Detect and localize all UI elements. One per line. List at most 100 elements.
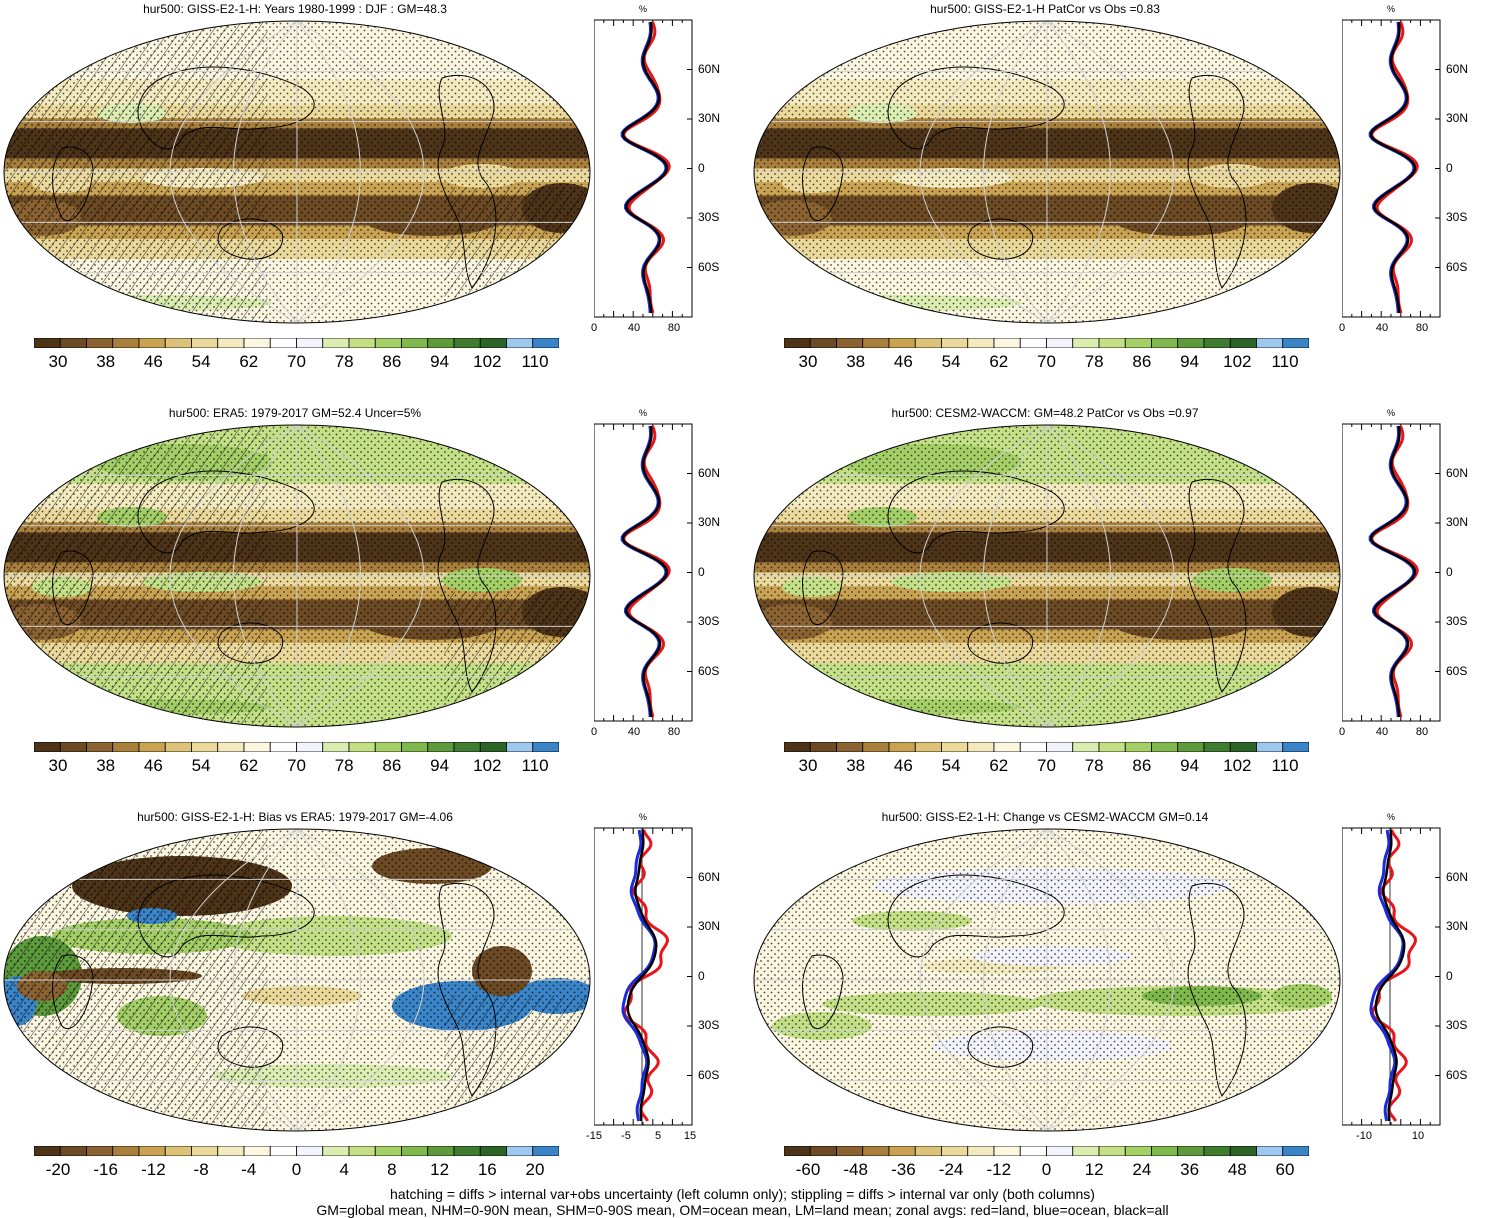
colorbar-swatch [1098,1146,1126,1156]
profile-tick-label: 5 [654,1130,662,1142]
colorbar-swatch [1072,742,1100,752]
colorbar-tick-label: 30 [798,352,818,371]
colorbar-tick-label: 48 [1227,1160,1247,1179]
latitude-label: 30S [698,1018,720,1032]
colorbar-swatch [1098,742,1126,752]
profile-tick-label: 0 [590,322,598,334]
colorbar-swatch [1282,1146,1309,1156]
all-zonal-mean-line [1369,425,1417,718]
colorbar-labels-p2: 30 38 46 54 62 70 78 86 94 102 110 [784,352,1309,374]
all-zonal-mean-line [1374,829,1406,1122]
colorbar-tick-label: 4 [339,1160,349,1179]
colorbar-swatch [967,1146,995,1156]
colorbar-p4 [784,742,1309,752]
colorbar-swatch [1282,338,1309,348]
map-outline [753,20,1341,324]
colorbar-swatch [243,338,271,348]
colorbar-labels-p6: -60 -48 -36 -24 -12 0 12 24 36 48 60 [784,1160,1309,1182]
colorbar-swatch [427,742,455,752]
latitude-label: 30N [698,515,721,529]
colorbar-swatch [453,1146,481,1156]
panel-title-p2: hur500: GISS-E2-1-H PatCor vs Obs =0.83 [930,2,1160,16]
colorbar-swatch [836,1146,864,1156]
latitude-label: 60S [1446,663,1468,678]
latitude-label: 0 [1446,160,1453,175]
colorbar-tick-label: 102 [473,756,502,775]
colorbar-swatch [809,742,837,752]
colorbar-tick-label: 60 [1275,1160,1295,1179]
colorbar-tick-label: -48 [843,1160,868,1179]
latitude-label: 60S [698,259,720,274]
colorbar-labels-p1: 30 38 46 54 62 70 78 86 94 102 110 [34,352,559,374]
colorbar-tick-label: -60 [795,1160,821,1179]
panel-title-p1: hur500: GISS-E2-1-H: Years 1980-1999 : D… [143,2,447,16]
profile-tick-label: 80 [1415,726,1429,738]
map-outline [3,20,591,324]
colorbar-swatch [1229,742,1257,752]
colorbar-swatch [322,338,350,348]
colorbar-tick-label: 46 [143,352,163,371]
colorbar-swatch [914,1146,942,1156]
colorbar-swatch [941,1146,969,1156]
profile-tick-label: 40 [627,322,641,334]
colorbar-tick-label: 30 [48,352,68,371]
colorbar-swatch [862,742,890,752]
latitude-label: 30N [698,111,721,125]
map-p4 [752,422,1342,730]
latitude-label: 60S [1446,259,1468,274]
colorbar-swatch [479,338,507,348]
latitude-label: 30S [1446,614,1468,628]
colorbar-swatch [1203,1146,1231,1156]
colorbar-swatch [217,1146,245,1156]
profile-tick-label: 80 [667,322,681,334]
land-zonal-mean-line [1370,21,1419,314]
colorbar-swatch [427,338,455,348]
colorbar-swatch [1256,742,1284,752]
colorbar-tick-label: 94 [1180,756,1200,775]
latitude-label: 30N [1446,111,1469,125]
land-zonal-mean-line [622,829,670,1122]
colorbar-tick-label: 86 [1132,352,1152,371]
profile-tick-label: 40 [1375,322,1389,334]
colorbar-swatch [269,338,297,348]
colorbar-tick-label: 24 [1132,1160,1152,1179]
colorbar-tick-label: 30 [48,756,68,775]
colorbar-swatch [34,338,61,348]
panel-title-p5: hur500: GISS-E2-1-H: Bias vs ERA5: 1979-… [137,810,453,824]
colorbar-tick-label: 20 [525,1160,545,1179]
colorbar-swatch [1019,1146,1047,1156]
panel-title-p3: hur500: ERA5: 1979-2017 GM=52.4 Uncer=5% [168,406,422,420]
colorbar-tick-label: 110 [521,352,549,371]
latitude-label: 60N [698,869,721,884]
colorbar-swatch [322,1146,350,1156]
profile-unit-label: % [1386,408,1396,418]
ocean-zonal-mean-line [1369,829,1405,1122]
colorbar-tick-label: 46 [893,352,913,371]
colorbar-swatch [1072,1146,1100,1156]
colorbar-p3 [34,742,559,752]
colorbar-tick-label: 0 [1041,1160,1052,1179]
latitude-label: 60N [1446,869,1469,884]
coastline [52,66,497,289]
coastline [802,66,1247,289]
land-zonal-mean-line [1370,425,1419,718]
colorbar-swatch [86,338,114,348]
colorbar-swatch [348,1146,376,1156]
map-outline [3,424,591,728]
colorbar-swatch [479,742,507,752]
map-outline [3,828,591,1132]
colorbar-tick-label: 102 [1223,352,1252,371]
colorbar-tick-label: 70 [1037,352,1056,371]
zonal-profile-p1 [594,16,694,321]
colorbar-swatch [243,1146,271,1156]
colorbar-swatch [809,1146,837,1156]
colorbar-tick-label: 46 [143,756,163,775]
coastline [52,874,497,1097]
colorbar-swatch [914,338,942,348]
colorbar-swatch [888,1146,916,1156]
colorbar-tick-label: 70 [287,352,306,371]
coastline [802,874,1247,1097]
colorbar-swatch [1019,742,1047,752]
colorbar-tick-label: 38 [96,756,116,775]
colorbar-swatch [836,338,864,348]
